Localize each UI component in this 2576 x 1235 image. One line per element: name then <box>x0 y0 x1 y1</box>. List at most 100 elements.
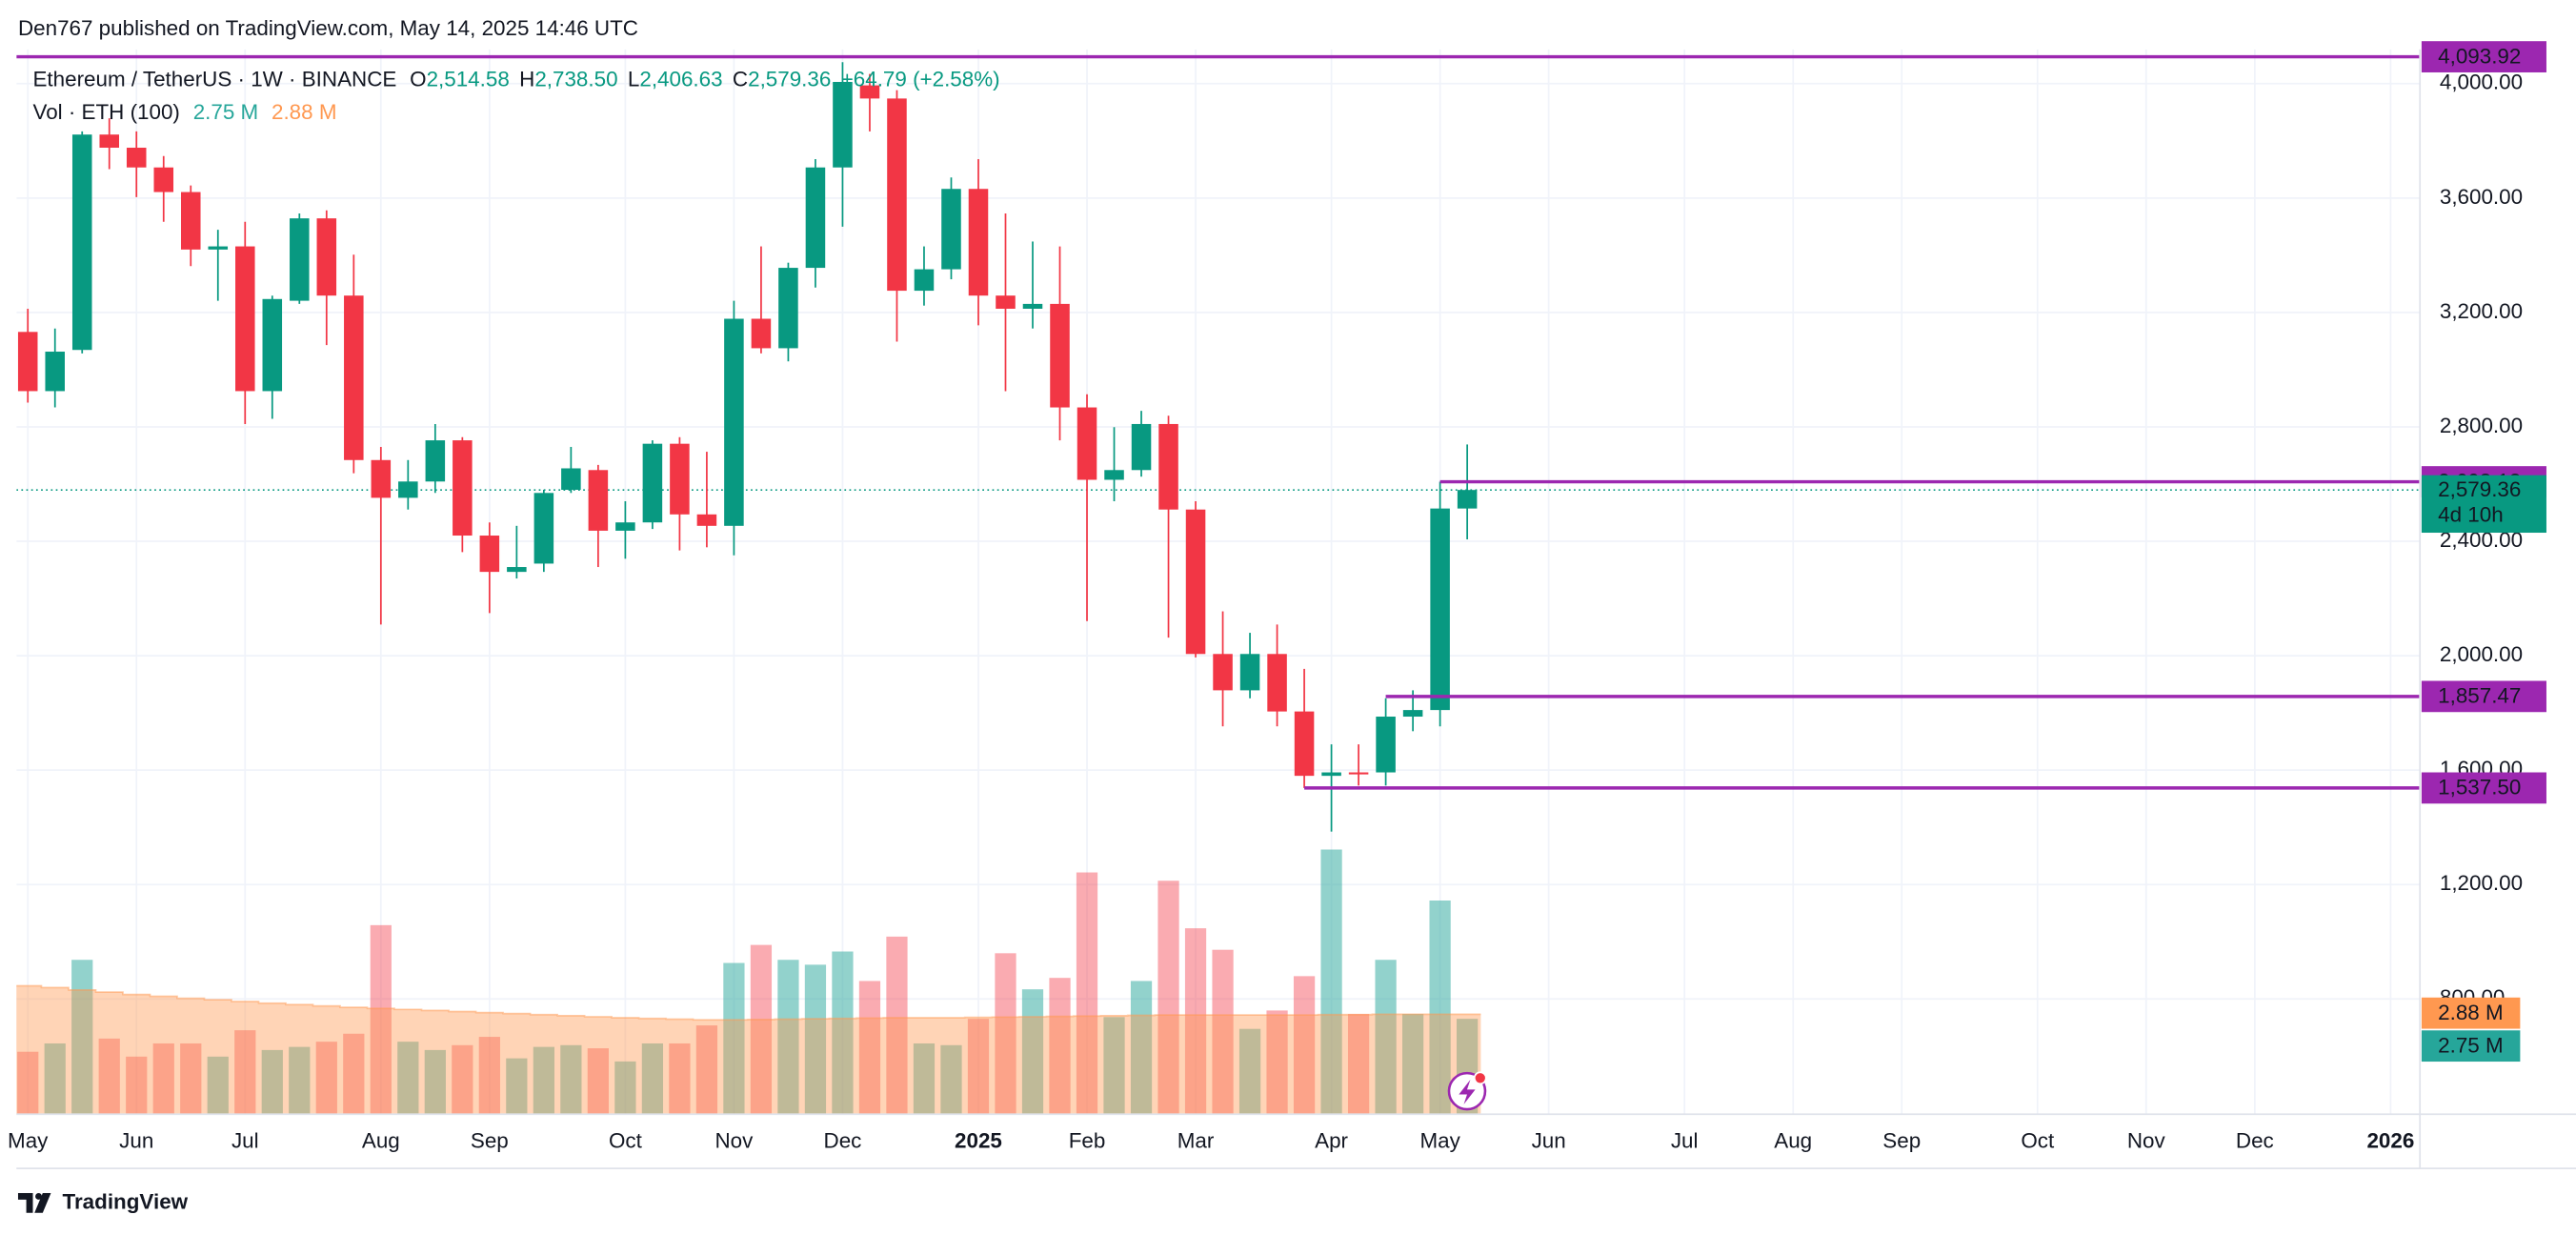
candle-body <box>507 567 527 573</box>
candle-body <box>561 468 581 490</box>
volume-value: 2.75 M <box>193 100 259 124</box>
x-tick-label: Oct <box>2021 1128 2055 1152</box>
candle-body <box>1430 508 1450 711</box>
candle-body <box>181 192 201 250</box>
last-price-label: 2,579.36 <box>2438 477 2521 501</box>
x-tick-label: 2026 <box>2366 1128 2414 1152</box>
candle-body <box>859 85 880 99</box>
volume-bar <box>424 1049 446 1115</box>
x-tick-label: Apr <box>1315 1128 1348 1152</box>
volume-bar <box>1429 901 1451 1115</box>
volume-bar <box>261 1049 283 1115</box>
last-price-box <box>2421 475 2546 534</box>
volume-bar <box>1347 1014 1370 1115</box>
volume-bar <box>289 1046 311 1115</box>
price-line-label-box <box>2421 41 2546 72</box>
volume-bar <box>587 1048 609 1115</box>
ohlc-value: 2,579.36 <box>748 67 831 91</box>
candle-body <box>533 493 554 564</box>
volume-bar <box>614 1061 636 1115</box>
volume-bar <box>913 1043 936 1115</box>
candle-body <box>371 459 392 498</box>
volume-pane <box>16 849 1481 1115</box>
volume-bar <box>452 1044 473 1115</box>
x-tick-label: Sep <box>1882 1128 1921 1152</box>
volume-bar <box>1212 949 1234 1115</box>
candle-body <box>453 440 473 537</box>
candle-body <box>1050 303 1070 408</box>
candle-body <box>290 218 310 301</box>
x-tick-label: May <box>1419 1128 1460 1152</box>
candle-body <box>45 352 65 392</box>
x-tick-label: Jul <box>231 1128 259 1152</box>
volume-ma-box <box>2421 997 2521 1029</box>
candle-body <box>751 318 772 349</box>
x-tick-label: Dec <box>824 1128 862 1152</box>
volume-bar <box>1130 981 1153 1115</box>
candle-body <box>1294 711 1315 777</box>
volume-bar <box>180 1043 202 1115</box>
axes: May Jun Jul Aug Sep Oct Nov Dec 2025 Feb Mar Apr May… <box>8 41 2546 1152</box>
volume-bar <box>967 1019 990 1115</box>
volume-name: Vol · ETH (100) <box>32 100 179 124</box>
x-tick-label: Jun <box>1532 1128 1566 1152</box>
volume-bar <box>1157 881 1179 1115</box>
candle-body <box>1348 772 1369 775</box>
x-tick-label: Feb <box>1069 1128 1106 1152</box>
volume-ma-label: 2.88 M <box>2438 1001 2504 1024</box>
volume-bar <box>695 1025 718 1115</box>
candle-body <box>887 98 907 292</box>
x-tick-label: Dec <box>2236 1128 2274 1152</box>
volume-bar <box>886 936 908 1115</box>
candle-body <box>941 189 961 270</box>
candle-body <box>670 443 690 515</box>
volume-bar <box>1049 978 1071 1115</box>
volume-ma-value: 2.88 M <box>272 100 337 124</box>
volume-bar <box>1293 976 1316 1115</box>
volume-bar <box>370 924 392 1115</box>
ohlc-value: 2,406.63 <box>639 67 722 91</box>
tradingview-logo[interactable]: TradingView <box>17 1189 189 1213</box>
volume-bar <box>1320 849 1342 1115</box>
volume-label: 2.75 M <box>2438 1033 2504 1057</box>
candle-body <box>642 443 663 523</box>
volume-bar <box>343 1033 365 1115</box>
x-tick-label: Aug <box>1774 1128 1812 1152</box>
candle-body <box>805 167 826 269</box>
volume-bar <box>71 960 93 1115</box>
ohlc-key: H <box>519 67 534 91</box>
volume-bar <box>44 1043 66 1115</box>
x-tick-label: Nov <box>714 1128 754 1152</box>
volume-bar <box>560 1044 582 1115</box>
volume-bar <box>1266 1010 1288 1115</box>
volume-bar <box>478 1037 500 1115</box>
volume-bar <box>207 1056 229 1115</box>
candle-body <box>99 134 120 149</box>
volume-bar <box>641 1043 664 1115</box>
volume-bar <box>858 981 881 1115</box>
candle-body <box>425 440 446 482</box>
x-tick-label: Sep <box>471 1128 509 1152</box>
candle-body <box>208 246 229 250</box>
replay-icon[interactable] <box>1447 1071 1487 1111</box>
volume-bar <box>1076 872 1098 1115</box>
legend: Ethereum / TetherUS · 1W · BINANCE O2,514… <box>32 67 999 123</box>
candle-body <box>1158 423 1178 510</box>
ohlc-value: 2,738.50 <box>534 67 617 91</box>
candle-body <box>1239 654 1260 691</box>
volume-bar <box>17 1051 39 1115</box>
volume-bar <box>397 1042 419 1115</box>
candle-body <box>1104 470 1124 480</box>
candle-body <box>316 218 337 296</box>
candle-body <box>235 246 255 392</box>
candle-body <box>914 269 935 292</box>
candle-body <box>1267 654 1287 712</box>
volume-bar <box>533 1046 554 1115</box>
y-tick-label: 3,600.00 <box>2440 185 2523 209</box>
price-line-label: 1,537.50 <box>2438 776 2521 800</box>
volume-bar <box>777 960 799 1115</box>
y-tick-label: 3,200.00 <box>2440 299 2523 323</box>
brand[interactable]: TradingView <box>63 1189 189 1213</box>
